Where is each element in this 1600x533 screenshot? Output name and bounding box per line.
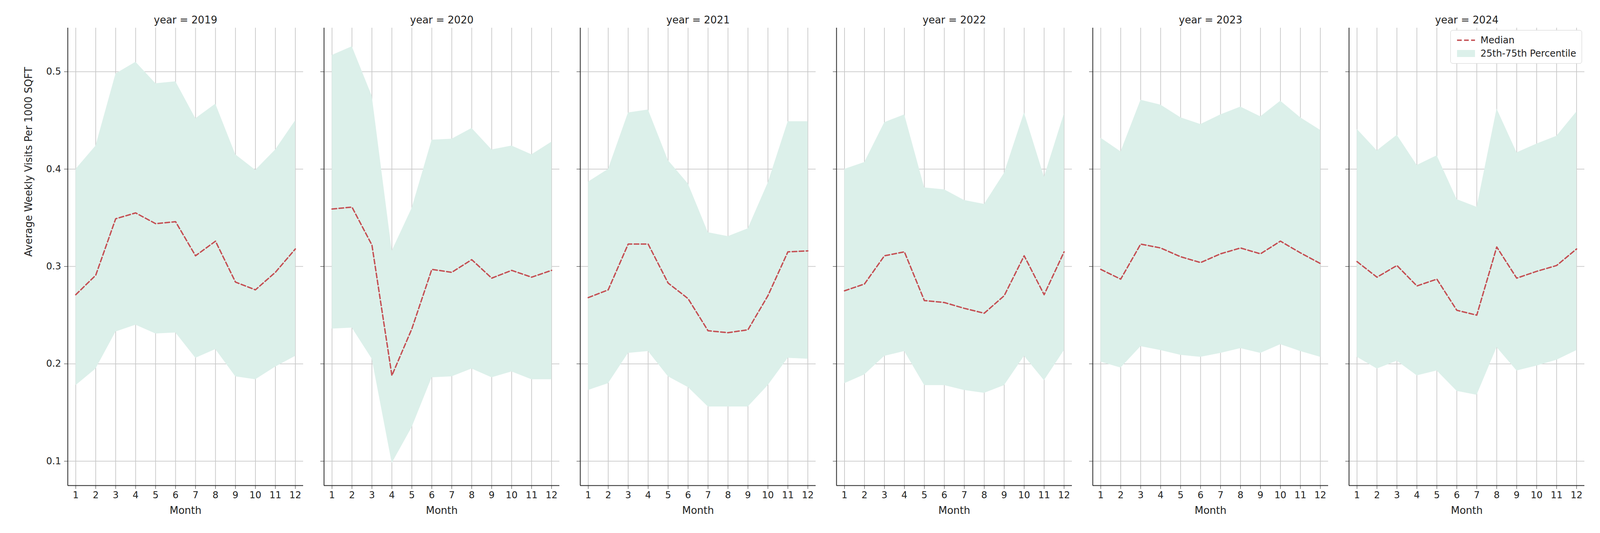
- svg-text:Month: Month: [938, 504, 971, 517]
- svg-text:6: 6: [428, 489, 435, 501]
- svg-text:5: 5: [665, 489, 672, 501]
- svg-text:9: 9: [1001, 489, 1008, 501]
- svg-text:5: 5: [1433, 489, 1440, 501]
- svg-text:Month: Month: [682, 504, 715, 517]
- svg-text:Month: Month: [1450, 504, 1483, 517]
- svg-text:3: 3: [369, 489, 375, 501]
- html-text:Median: Median: [1480, 34, 1515, 46]
- svg-text:10: 10: [249, 489, 262, 501]
- svg-text:7: 7: [1473, 489, 1480, 501]
- svg-text:0.2: 0.2: [46, 358, 61, 370]
- svg-text:12: 12: [545, 489, 558, 501]
- html-text:25th-75th Percentile: 25th-75th Percentile: [1480, 48, 1577, 59]
- svg-text:9: 9: [488, 489, 495, 501]
- svg-text:2: 2: [348, 489, 355, 501]
- svg-text:6: 6: [941, 489, 948, 501]
- svg-text:3: 3: [625, 489, 632, 501]
- svg-text:4: 4: [645, 489, 652, 501]
- svg-text:6: 6: [172, 489, 179, 501]
- svg-text:8: 8: [1493, 489, 1500, 501]
- svg-text:1: 1: [841, 489, 848, 501]
- svg-text:11: 11: [1294, 489, 1307, 501]
- svg-text:0.5: 0.5: [46, 66, 61, 77]
- svg-text:8: 8: [212, 489, 219, 501]
- svg-text:8: 8: [468, 489, 475, 501]
- svg-text:year = 2019: year = 2019: [153, 14, 218, 26]
- svg-text:2: 2: [1373, 489, 1380, 501]
- svg-text:5: 5: [152, 489, 159, 501]
- svg-text:12: 12: [1058, 489, 1071, 501]
- svg-text:4: 4: [1157, 489, 1164, 501]
- svg-text:3: 3: [1137, 489, 1144, 501]
- svg-text:11: 11: [1038, 489, 1051, 501]
- svg-text:9: 9: [744, 489, 751, 501]
- svg-text:Average Weekly Visits Per 1000: Average Weekly Visits Per 1000 SQFT: [22, 67, 35, 258]
- svg-text:4: 4: [389, 489, 395, 501]
- svg-text:6: 6: [1453, 489, 1460, 501]
- svg-text:12: 12: [1570, 489, 1583, 501]
- svg-text:12: 12: [289, 489, 302, 501]
- svg-text:3: 3: [1394, 489, 1400, 501]
- svg-text:year = 2020: year = 2020: [410, 14, 474, 26]
- svg-text:3: 3: [881, 489, 888, 501]
- svg-text:10: 10: [505, 489, 518, 501]
- svg-text:2: 2: [1117, 489, 1124, 501]
- svg-text:7: 7: [192, 489, 199, 501]
- svg-text:10: 10: [1530, 489, 1543, 501]
- svg-text:11: 11: [782, 489, 795, 501]
- svg-text:year = 2023: year = 2023: [1178, 14, 1243, 26]
- svg-text:2: 2: [605, 489, 611, 501]
- svg-text:1: 1: [72, 489, 79, 501]
- svg-text:0.4: 0.4: [46, 163, 61, 175]
- svg-text:7: 7: [448, 489, 455, 501]
- svg-text:9: 9: [1513, 489, 1520, 501]
- svg-text:1: 1: [328, 489, 335, 501]
- svg-text:12: 12: [1314, 489, 1327, 501]
- svg-text:3: 3: [112, 489, 119, 501]
- svg-text:Month: Month: [169, 504, 202, 517]
- svg-text:11: 11: [269, 489, 282, 501]
- svg-text:8: 8: [981, 489, 988, 501]
- svg-text:0.3: 0.3: [46, 260, 61, 272]
- svg-text:year = 2021: year = 2021: [666, 14, 731, 26]
- svg-text:4: 4: [1414, 489, 1420, 501]
- svg-text:10: 10: [1018, 489, 1031, 501]
- svg-text:4: 4: [901, 489, 908, 501]
- svg-text:12: 12: [801, 489, 815, 501]
- svg-text:5: 5: [408, 489, 415, 501]
- svg-text:7: 7: [705, 489, 711, 501]
- svg-text:year = 2024: year = 2024: [1435, 14, 1499, 26]
- svg-text:0.1: 0.1: [46, 455, 61, 467]
- svg-text:9: 9: [232, 489, 239, 501]
- svg-text:4: 4: [132, 489, 139, 501]
- svg-text:5: 5: [1177, 489, 1184, 501]
- svg-text:9: 9: [1257, 489, 1264, 501]
- svg-text:11: 11: [525, 489, 538, 501]
- svg-text:Month: Month: [1194, 504, 1227, 517]
- svg-text:1: 1: [585, 489, 592, 501]
- svg-text:Month: Month: [425, 504, 458, 517]
- svg-text:2: 2: [861, 489, 868, 501]
- svg-text:2: 2: [92, 489, 99, 501]
- svg-text:6: 6: [685, 489, 692, 501]
- svg-text:1: 1: [1097, 489, 1104, 501]
- svg-text:5: 5: [921, 489, 928, 501]
- svg-text:year = 2022: year = 2022: [922, 14, 987, 26]
- svg-text:6: 6: [1197, 489, 1204, 501]
- svg-text:7: 7: [1217, 489, 1224, 501]
- svg-text:7: 7: [961, 489, 968, 501]
- svg-text:8: 8: [725, 489, 731, 501]
- svg-text:8: 8: [1237, 489, 1244, 501]
- svg-text:1: 1: [1353, 489, 1360, 501]
- svg-text:10: 10: [762, 489, 775, 501]
- svg-text:11: 11: [1550, 489, 1563, 501]
- svg-text:10: 10: [1274, 489, 1287, 501]
